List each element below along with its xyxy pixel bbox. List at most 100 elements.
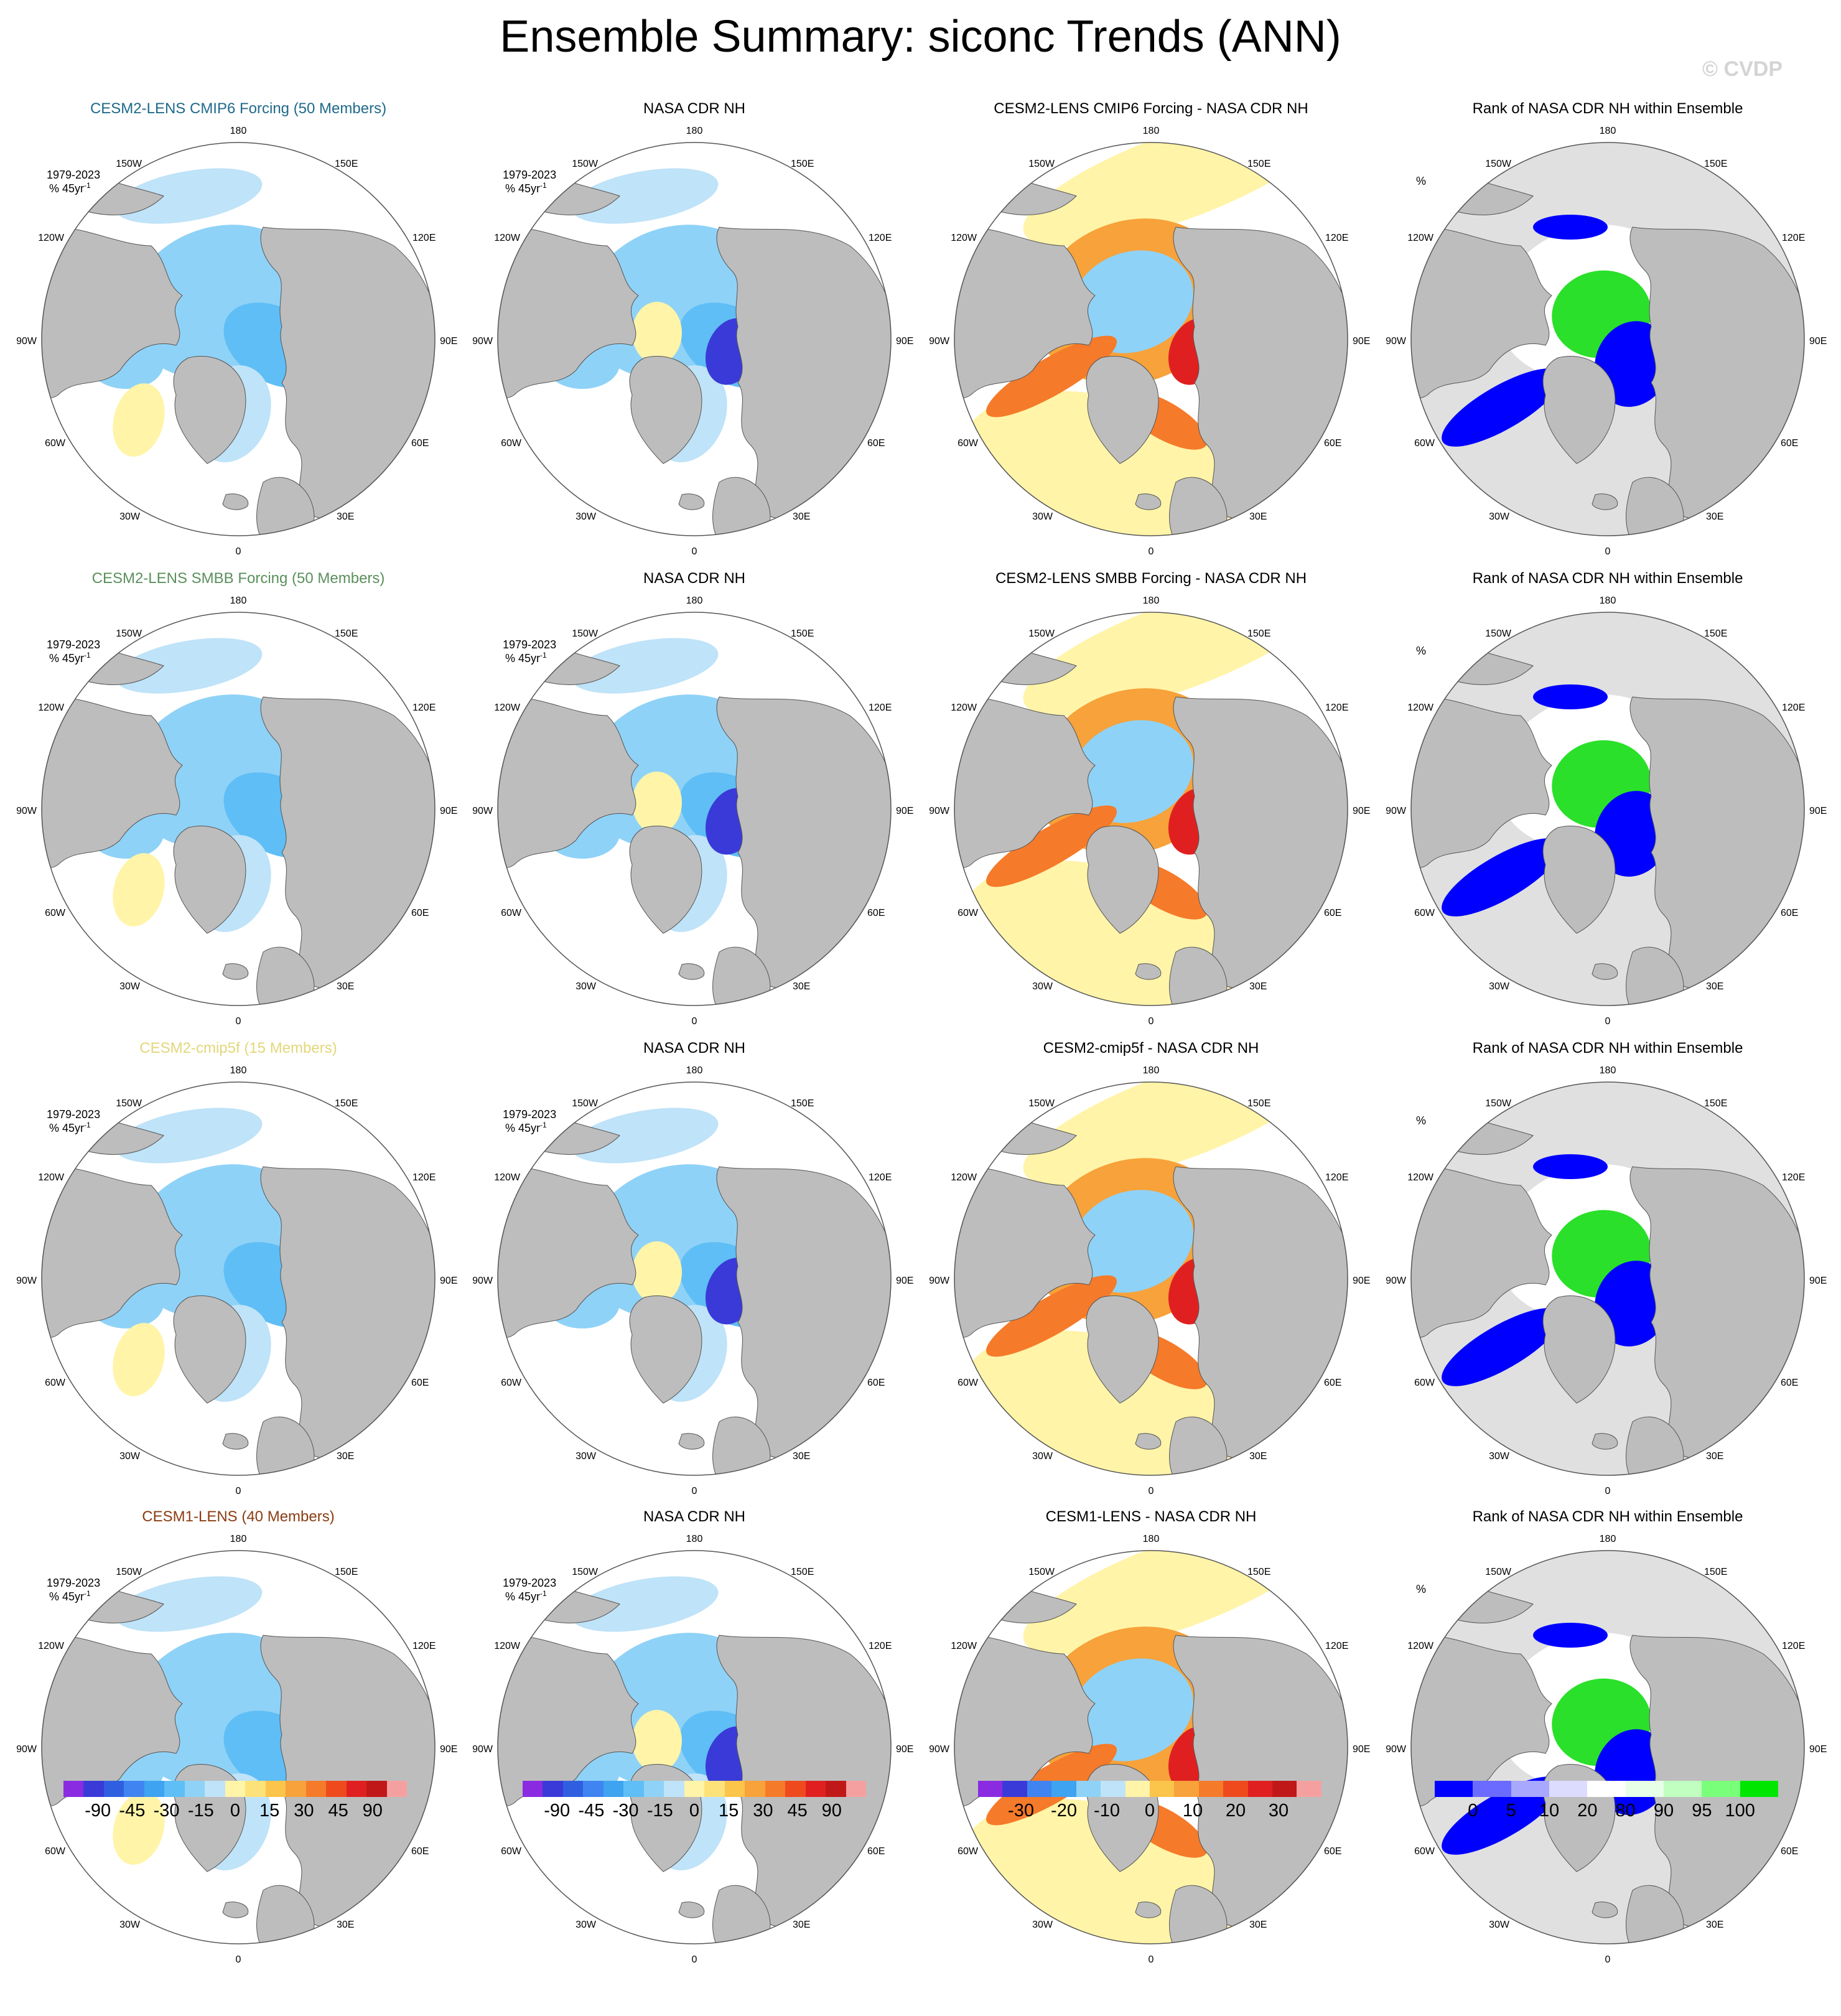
lon-label-right-lower: 60E [1324,908,1341,918]
panel-title-row1-rank: Rank of NASA CDR NH within Ensemble [1473,100,1743,117]
colorbar-tick-label: -20 [1051,1801,1077,1821]
lon-label-left-mid: 90W [1386,806,1407,816]
colorbar-swatch [265,1781,286,1797]
lon-label-left-lower: 60W [45,1378,66,1388]
panel-title-row4-ensemble: CESM1-LENS (40 Members) [142,1508,334,1525]
lon-label-left-mid: 90W [472,1276,493,1286]
lon-label-top: 180 [1600,126,1616,136]
panel-title-row4-rank: Rank of NASA CDR NH within Ensemble [1473,1508,1743,1525]
lon-label-left-mid: 90W [472,336,493,347]
lon-label-upper-left: 150W [1028,1567,1055,1577]
lon-label-upper-right: 150E [1247,628,1270,639]
lon-label-upper-right: 150E [335,1567,358,1577]
lon-label-left-upper: 120W [38,1172,65,1183]
lon-label-top: 180 [686,595,703,606]
lon-label-lower-left: 30W [1032,981,1053,992]
lon-label-upper-left: 150W [1028,1098,1055,1109]
lon-label-bottom: 0 [1605,1954,1611,1965]
colorbar-tick-label: 10 [1182,1801,1203,1821]
lon-label-lower-right: 30E [1249,1451,1267,1462]
colorbar-swatch [1149,1781,1175,1797]
lon-label-left-mid: 90W [16,1276,37,1286]
lon-label-left-lower: 60W [1414,1846,1435,1857]
colorbar-tick-label: -30 [612,1801,639,1821]
colorbar-tick-label: 5 [1506,1801,1516,1821]
lon-label-lower-left: 30W [1489,1451,1510,1462]
lon-label-bottom: 0 [692,546,697,557]
colorbar-swatch [245,1781,266,1797]
lon-label-right-upper: 120E [869,233,892,243]
lon-label-left-upper: 120W [951,1172,977,1183]
lon-label-upper-left: 150W [572,159,599,169]
lon-label-right-upper: 120E [1325,702,1348,713]
period-label: 1979-2023 [503,1577,556,1589]
colorbar-swatch [286,1781,306,1797]
colorbar-swatch [704,1781,725,1797]
period-label: 1979-2023 [503,169,556,181]
lon-label-right-mid: 90E [896,1276,913,1286]
panel-title-row2-rank: Rank of NASA CDR NH within Ensemble [1473,570,1743,587]
lon-label-lower-right: 30E [1249,1920,1267,1930]
lon-label-bottom: 0 [1605,1486,1611,1496]
lon-label-right-mid: 90E [1809,336,1827,347]
colorbar-tick-label: -90 [544,1801,571,1821]
lon-label-upper-left: 150W [1028,628,1055,639]
period-label: 1979-2023 [47,638,100,651]
colorbar-swatch [205,1781,225,1797]
colorbar-swatch [583,1781,604,1797]
lon-label-right-mid: 90E [1809,1744,1827,1755]
map-panel-row3-ensemble: 180 0 150W 150E 120W 120E 90W 90E 60W 60E 30W 30E CE… [16,1040,457,1496]
lon-label-right-lower: 60E [1324,1378,1341,1388]
lon-label-right-upper: 120E [869,1641,892,1651]
colorbar-swatch [1511,1781,1549,1797]
rank-units-label: % [1416,1583,1426,1595]
lon-label-lower-right: 30E [337,1920,354,1930]
lon-label-upper-left: 150W [1485,1098,1512,1109]
lon-label-right-mid: 90E [1353,1744,1370,1755]
trend-colorbar-col1: -90 -45 -30 -15 0 15 30 45 90 [63,1781,407,1831]
lon-label-upper-right: 150E [335,159,358,169]
lon-label-lower-left: 30W [119,511,141,522]
lon-label-right-mid: 90E [896,1744,913,1755]
colorbar-tick-label: 10 [1539,1801,1560,1821]
colorbar-tick-label: 0 [230,1801,241,1821]
panel-title-row3-diff: CESM2-cmip5f - NASA CDR NH [1043,1040,1259,1057]
lon-label-right-lower: 60E [867,1846,885,1857]
lon-label-lower-left: 30W [1032,1920,1053,1930]
lon-label-left-mid: 90W [929,806,950,816]
lon-label-upper-right: 150E [791,628,814,639]
lon-label-top: 180 [1143,1065,1160,1076]
lon-label-left-lower: 60W [958,1846,979,1857]
colorbar-tick-label: 0 [1144,1801,1155,1821]
lon-label-bottom: 0 [236,1486,241,1496]
units-label: % 45yr-1 [49,1121,91,1134]
lon-label-upper-right: 150E [335,1098,358,1109]
lon-label-upper-right: 150E [335,628,358,639]
lon-label-right-mid: 90E [896,336,913,347]
colorbar-tick-label: -30 [1008,1801,1034,1821]
colorbar-swatch [724,1781,745,1797]
lon-label-left-lower: 60W [501,438,522,449]
lon-label-right-upper: 120E [412,233,436,243]
lon-label-upper-right: 150E [791,159,814,169]
lon-label-upper-left: 150W [1485,628,1512,639]
lon-label-right-upper: 120E [412,702,436,713]
colorbar-swatch [1174,1781,1199,1797]
colorbar-swatch [1198,1781,1224,1797]
colorbar-swatch [1549,1781,1588,1797]
lon-label-right-lower: 60E [1781,438,1798,449]
lon-label-left-mid: 90W [929,1276,950,1286]
lon-label-right-lower: 60E [411,1378,429,1388]
colorbar-tick-label: 45 [787,1801,808,1821]
lon-label-upper-right: 150E [1247,159,1270,169]
lon-label-top: 180 [686,126,703,136]
lon-label-right-upper: 120E [1325,1172,1348,1183]
colorbar-swatch [63,1781,84,1797]
lon-label-right-mid: 90E [1809,806,1827,816]
lon-label-right-upper: 120E [1782,233,1805,243]
lon-label-left-mid: 90W [472,806,493,816]
lon-label-top: 180 [230,1534,247,1544]
lon-label-lower-left: 30W [1489,981,1510,992]
lon-label-left-upper: 120W [951,702,977,713]
colorbar-swatch [846,1781,866,1797]
